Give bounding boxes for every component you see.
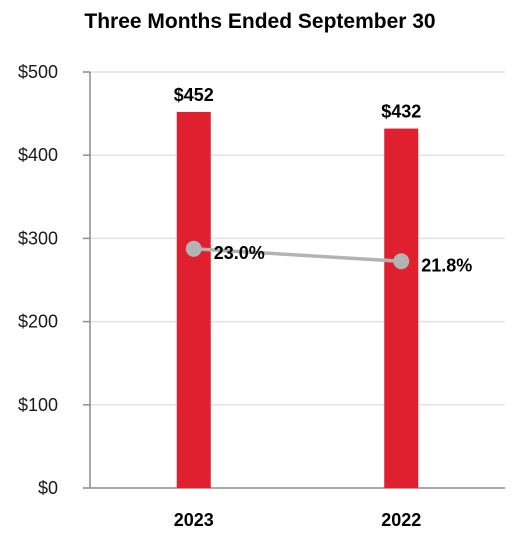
y-tick-label: $500 [18,62,58,82]
bar [176,111,211,488]
percent-label: 21.8% [421,255,472,275]
bar-value-label: $452 [174,85,214,105]
percent-line [193,247,402,264]
y-tick-label: $0 [38,478,58,498]
y-tick-label: $200 [18,312,58,332]
percent-label: 23.0% [214,243,265,263]
bar [384,128,419,489]
y-tick-label: $300 [18,228,58,248]
bar-value-label: $432 [381,102,421,122]
percent-point [393,253,410,270]
x-tick-label: 2023 [174,510,214,530]
y-tick-label: $400 [18,145,58,165]
percent-point [185,240,202,257]
x-tick-label: 2022 [381,510,421,530]
y-tick-label: $100 [18,395,58,415]
chart-title: Three Months Ended September 30 [84,10,436,33]
